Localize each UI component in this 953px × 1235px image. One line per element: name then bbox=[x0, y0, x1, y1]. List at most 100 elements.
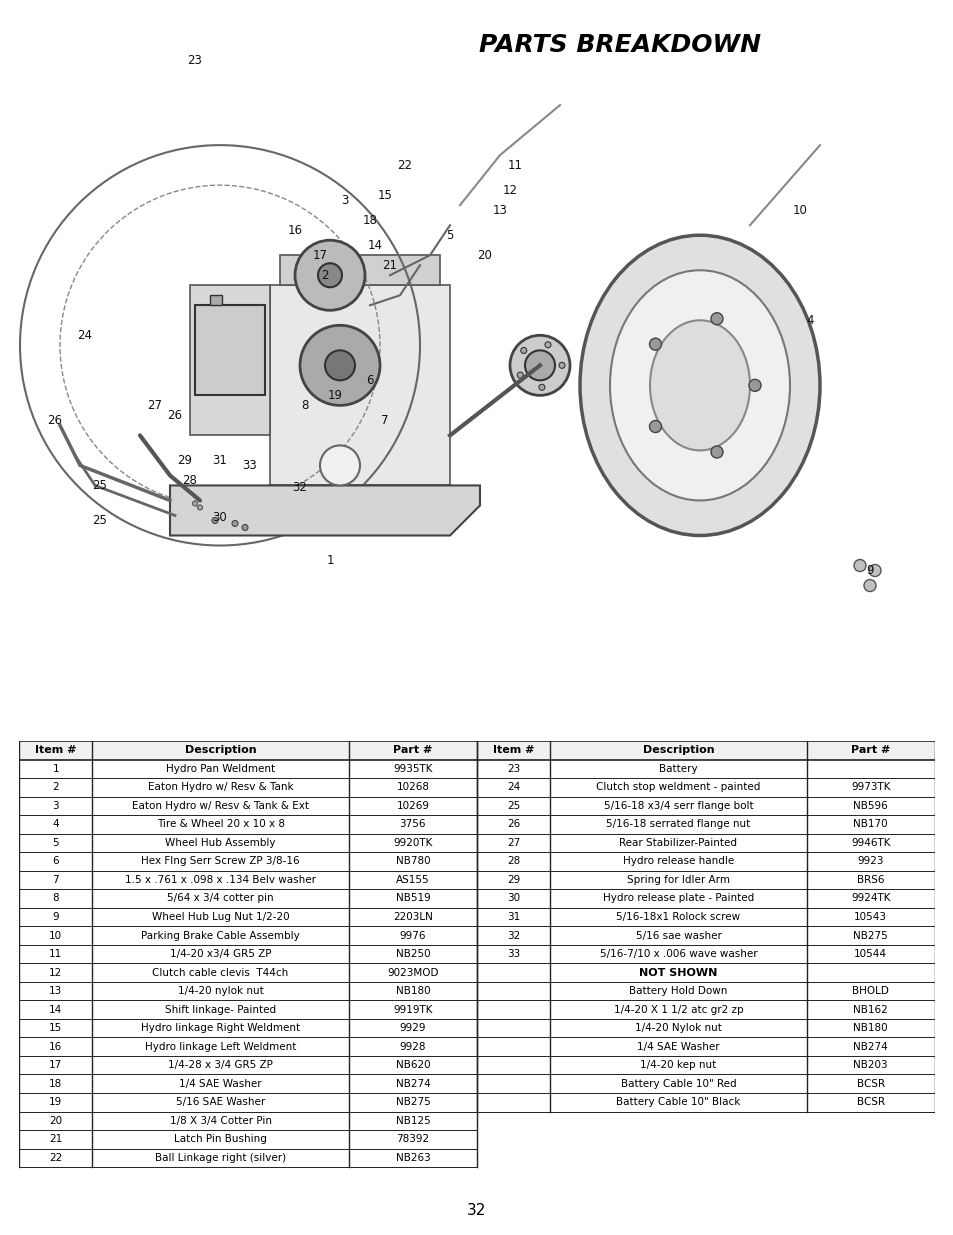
Text: 13: 13 bbox=[49, 986, 62, 997]
Text: 5/16-7/10 x .006 wave washer: 5/16-7/10 x .006 wave washer bbox=[599, 948, 757, 960]
Text: Clutch stop weldment - painted: Clutch stop weldment - painted bbox=[596, 782, 760, 793]
Text: 5/16 SAE Washer: 5/16 SAE Washer bbox=[175, 1097, 265, 1108]
Ellipse shape bbox=[579, 235, 820, 536]
Text: 5/16-18 x3/4 serr flange bolt: 5/16-18 x3/4 serr flange bolt bbox=[603, 800, 753, 811]
Circle shape bbox=[232, 520, 237, 526]
Text: 10: 10 bbox=[50, 930, 62, 941]
Text: NB250: NB250 bbox=[395, 948, 430, 960]
Circle shape bbox=[317, 263, 341, 288]
Text: 9924TK: 9924TK bbox=[850, 893, 890, 904]
Text: Tire & Wheel 20 x 10 x 8: Tire & Wheel 20 x 10 x 8 bbox=[156, 819, 284, 830]
Text: NB125: NB125 bbox=[395, 1115, 430, 1126]
Circle shape bbox=[748, 379, 760, 391]
Text: Hydro linkage Left Weldment: Hydro linkage Left Weldment bbox=[145, 1041, 296, 1052]
Text: 20: 20 bbox=[50, 1115, 62, 1126]
Circle shape bbox=[294, 241, 365, 310]
Text: 1/4 SAE Washer: 1/4 SAE Washer bbox=[179, 1078, 262, 1089]
Text: 3: 3 bbox=[341, 194, 349, 206]
Text: Shift linkage- Painted: Shift linkage- Painted bbox=[165, 1004, 275, 1015]
Text: 17: 17 bbox=[49, 1060, 62, 1071]
Text: 21: 21 bbox=[382, 259, 397, 272]
Text: 18: 18 bbox=[49, 1078, 62, 1089]
Text: 26: 26 bbox=[506, 819, 519, 830]
Text: 9928: 9928 bbox=[399, 1041, 426, 1052]
Text: 17: 17 bbox=[313, 248, 327, 262]
Text: 33: 33 bbox=[242, 459, 257, 472]
Text: Battery Hold Down: Battery Hold Down bbox=[629, 986, 727, 997]
Text: 29: 29 bbox=[506, 874, 519, 885]
Text: NB780: NB780 bbox=[395, 856, 430, 867]
Text: 5: 5 bbox=[52, 837, 59, 848]
Text: 2: 2 bbox=[52, 782, 59, 793]
Circle shape bbox=[212, 517, 218, 524]
Text: 25: 25 bbox=[92, 514, 108, 527]
Text: 32: 32 bbox=[467, 1203, 486, 1218]
Text: 9: 9 bbox=[865, 564, 873, 577]
Circle shape bbox=[242, 525, 248, 531]
Circle shape bbox=[558, 362, 564, 368]
Text: 3: 3 bbox=[52, 800, 59, 811]
Text: 32: 32 bbox=[506, 930, 519, 941]
Text: Eaton Hydro w/ Resv & Tank: Eaton Hydro w/ Resv & Tank bbox=[148, 782, 294, 793]
Text: 9: 9 bbox=[52, 911, 59, 923]
Circle shape bbox=[710, 446, 722, 458]
Text: 1/4-20 Nylok nut: 1/4-20 Nylok nut bbox=[635, 1023, 721, 1034]
Text: AS155: AS155 bbox=[395, 874, 429, 885]
Text: 1/4-20 kep nut: 1/4-20 kep nut bbox=[639, 1060, 716, 1071]
Polygon shape bbox=[170, 485, 479, 536]
Text: Spring for Idler Arm: Spring for Idler Arm bbox=[626, 874, 729, 885]
Text: 28: 28 bbox=[506, 856, 519, 867]
Text: 4: 4 bbox=[52, 819, 59, 830]
Text: Rear Stabilizer-Painted: Rear Stabilizer-Painted bbox=[618, 837, 737, 848]
Ellipse shape bbox=[649, 320, 749, 451]
Text: 5/16-18 serrated flange nut: 5/16-18 serrated flange nut bbox=[606, 819, 750, 830]
Text: PARTS BREAKDOWN: PARTS BREAKDOWN bbox=[478, 33, 760, 57]
Circle shape bbox=[544, 342, 551, 348]
Text: 5/16-18x1 Rolock screw: 5/16-18x1 Rolock screw bbox=[616, 911, 740, 923]
Bar bbox=[210, 295, 222, 305]
Text: 9946TK: 9946TK bbox=[850, 837, 890, 848]
Text: 24: 24 bbox=[506, 782, 519, 793]
Text: 2: 2 bbox=[321, 269, 329, 282]
Text: Wheel Hub Lug Nut 1/2-20: Wheel Hub Lug Nut 1/2-20 bbox=[152, 911, 289, 923]
Text: NB162: NB162 bbox=[853, 1004, 887, 1015]
Text: 1/4-20 nylok nut: 1/4-20 nylok nut bbox=[177, 986, 263, 997]
Ellipse shape bbox=[853, 559, 865, 572]
Text: NB620: NB620 bbox=[395, 1060, 430, 1071]
Text: 15: 15 bbox=[49, 1023, 62, 1034]
Text: 28: 28 bbox=[182, 474, 197, 487]
Text: Description: Description bbox=[185, 745, 256, 756]
Text: 5/64 x 3/4 cotter pin: 5/64 x 3/4 cotter pin bbox=[167, 893, 274, 904]
Text: 33: 33 bbox=[506, 948, 519, 960]
Text: 20: 20 bbox=[477, 248, 492, 262]
Text: 10: 10 bbox=[792, 204, 806, 216]
Bar bbox=[190, 285, 270, 436]
Text: 26: 26 bbox=[168, 409, 182, 422]
Text: 10544: 10544 bbox=[854, 948, 886, 960]
Ellipse shape bbox=[609, 270, 789, 500]
Text: Item #: Item # bbox=[35, 745, 76, 756]
Text: 30: 30 bbox=[213, 511, 227, 524]
Text: Hydro release handle: Hydro release handle bbox=[622, 856, 734, 867]
Text: NB203: NB203 bbox=[853, 1060, 887, 1071]
Text: 1.5 x .761 x .098 x .134 Belv washer: 1.5 x .761 x .098 x .134 Belv washer bbox=[125, 874, 315, 885]
Text: 1/4-20 x3/4 GR5 ZP: 1/4-20 x3/4 GR5 ZP bbox=[170, 948, 271, 960]
Text: 25: 25 bbox=[92, 479, 108, 492]
Text: 11: 11 bbox=[49, 948, 62, 960]
Circle shape bbox=[538, 384, 544, 390]
Text: Latch Pin Bushing: Latch Pin Bushing bbox=[174, 1134, 267, 1145]
Text: 1: 1 bbox=[326, 555, 334, 567]
Text: 7: 7 bbox=[381, 414, 388, 427]
Text: 1/4 SAE Washer: 1/4 SAE Washer bbox=[637, 1041, 720, 1052]
Text: 6: 6 bbox=[366, 374, 374, 387]
Bar bbox=[194, 305, 265, 395]
Text: Hydro linkage Right Weldment: Hydro linkage Right Weldment bbox=[141, 1023, 300, 1034]
Text: 27: 27 bbox=[506, 837, 519, 848]
Circle shape bbox=[510, 336, 569, 395]
Circle shape bbox=[325, 351, 355, 380]
Bar bbox=[280, 256, 439, 285]
Text: 23: 23 bbox=[188, 53, 202, 67]
Text: 31: 31 bbox=[213, 454, 227, 467]
Text: 7: 7 bbox=[52, 874, 59, 885]
Text: 10543: 10543 bbox=[854, 911, 886, 923]
